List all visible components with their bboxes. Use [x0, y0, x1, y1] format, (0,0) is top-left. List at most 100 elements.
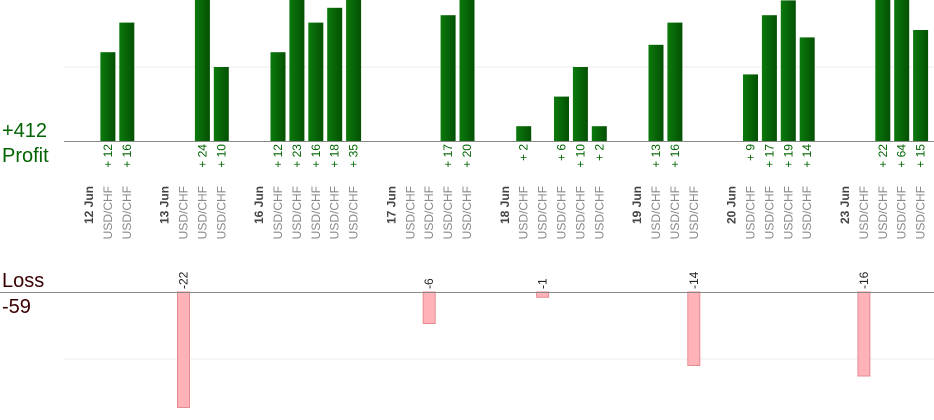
- pair-label: USD/CHF: [744, 186, 758, 239]
- profit-value-label: + 16: [120, 144, 134, 168]
- profit-value-label: + 2: [517, 144, 531, 161]
- profit-value-label: + 16: [309, 144, 323, 168]
- profit-bar: [572, 67, 588, 141]
- profit-bar: [648, 44, 664, 141]
- pair-label: USD/CHF: [895, 186, 909, 239]
- pair-label: USD/CHF: [914, 186, 928, 239]
- profit-bar: [913, 30, 929, 141]
- loss-value-label: -6: [422, 278, 436, 289]
- profit-value-label: + 64: [895, 144, 909, 168]
- profit-bar: [516, 126, 532, 141]
- loss-bar: [177, 291, 190, 408]
- profit-value-label: + 35: [347, 144, 361, 168]
- pair-label: USD/CHF: [403, 186, 417, 239]
- date-label: 23 Jun: [838, 186, 852, 224]
- profit-bar: [459, 0, 475, 141]
- profit-value-label: + 13: [649, 144, 663, 168]
- profit-value-label: + 10: [214, 144, 228, 168]
- pair-label: USD/CHF: [271, 186, 285, 239]
- profit-bar: [194, 0, 210, 141]
- profit-value-label: + 14: [800, 144, 814, 168]
- date-label: 18 Jun: [498, 186, 512, 224]
- profit-bar: [894, 0, 910, 141]
- profit-bar: [761, 15, 777, 142]
- pair-label: USD/CHF: [120, 186, 134, 239]
- profit-value-label: + 22: [876, 144, 890, 168]
- loss-value-label: -14: [687, 271, 701, 289]
- date-label: 12 Jun: [82, 186, 96, 224]
- profit-value-label: + 16: [668, 144, 682, 168]
- pair-label: USD/CHF: [857, 186, 871, 239]
- loss-bar: [687, 291, 701, 366]
- profit-value-label: + 23: [290, 144, 304, 168]
- pair-label: USD/CHF: [649, 186, 663, 239]
- profit-bar: [346, 0, 362, 141]
- profit-bar: [100, 52, 116, 142]
- loss-label: Loss: [2, 270, 45, 292]
- profit-bar: [780, 0, 796, 142]
- date-label: 19 Jun: [630, 186, 644, 224]
- profit-bar: [667, 22, 683, 142]
- profit-total: +412: [2, 120, 48, 142]
- profit-value-label: + 6: [555, 144, 569, 161]
- pair-label: USD/CHF: [668, 186, 682, 239]
- date-label: 13 Jun: [158, 186, 172, 224]
- pair-label: USD/CHF: [460, 186, 474, 239]
- pair-label: USD/CHF: [214, 186, 228, 239]
- profit-value-label: + 15: [914, 144, 928, 168]
- pair-label: USD/CHF: [555, 186, 569, 239]
- pair-label: USD/CHF: [762, 186, 776, 239]
- profit-bar: [591, 126, 607, 141]
- loss-value-label: -22: [177, 271, 191, 289]
- loss-total: -59: [2, 296, 31, 318]
- loss-value-label: -1: [536, 278, 550, 289]
- date-label: 16 Jun: [252, 186, 266, 224]
- pair-label: USD/CHF: [876, 186, 890, 239]
- profit-value-label: + 18: [328, 144, 342, 168]
- date-label: 20 Jun: [725, 186, 739, 224]
- pair-label: USD/CHF: [177, 186, 191, 239]
- profit-value-label: + 12: [271, 144, 285, 168]
- date-label: 17 Jun: [384, 186, 398, 224]
- profit-bar: [875, 0, 891, 141]
- profit-bar: [213, 67, 229, 141]
- pair-label: USD/CHF: [195, 186, 209, 239]
- profit-bar: [743, 74, 758, 141]
- profit-value-label: + 9: [744, 144, 758, 161]
- pair-label: USD/CHF: [781, 186, 795, 239]
- profit-value-label: + 17: [762, 144, 776, 168]
- loss-bar: [422, 291, 436, 324]
- pair-label: USD/CHF: [422, 186, 436, 239]
- loss-value-label: -16: [857, 271, 871, 289]
- profit-value-label: + 2: [592, 144, 606, 161]
- profit-value-label: + 10: [573, 144, 587, 168]
- pair-label: USD/CHF: [536, 186, 550, 239]
- pair-label: USD/CHF: [328, 186, 342, 239]
- pair-label: USD/CHF: [347, 186, 361, 239]
- pair-label: USD/CHF: [573, 186, 587, 239]
- profit-value-label: + 19: [781, 144, 795, 168]
- pair-label: USD/CHF: [592, 186, 606, 239]
- pair-label: USD/CHF: [101, 186, 115, 239]
- profit-value-label: + 12: [101, 144, 115, 168]
- pair-label: USD/CHF: [800, 186, 814, 239]
- profit-bar: [554, 96, 569, 141]
- profit-bar: [308, 22, 324, 142]
- profit-value-label: + 24: [195, 144, 209, 168]
- profit-bar: [327, 7, 343, 141]
- pair-label: USD/CHF: [441, 186, 455, 239]
- profit-bar: [799, 37, 815, 141]
- profit-bar: [270, 52, 286, 142]
- pair-label: USD/CHF: [687, 186, 701, 239]
- pair-label: USD/CHF: [309, 186, 323, 239]
- profit-bar: [440, 15, 456, 142]
- loss-bar: [857, 291, 871, 377]
- profit-label: Profit: [2, 145, 49, 167]
- profit-bar: [289, 0, 305, 141]
- profit-value-label: + 20: [460, 144, 474, 168]
- pair-label: USD/CHF: [517, 186, 531, 239]
- pair-label: USD/CHF: [290, 186, 304, 239]
- profit-bar: [119, 22, 135, 142]
